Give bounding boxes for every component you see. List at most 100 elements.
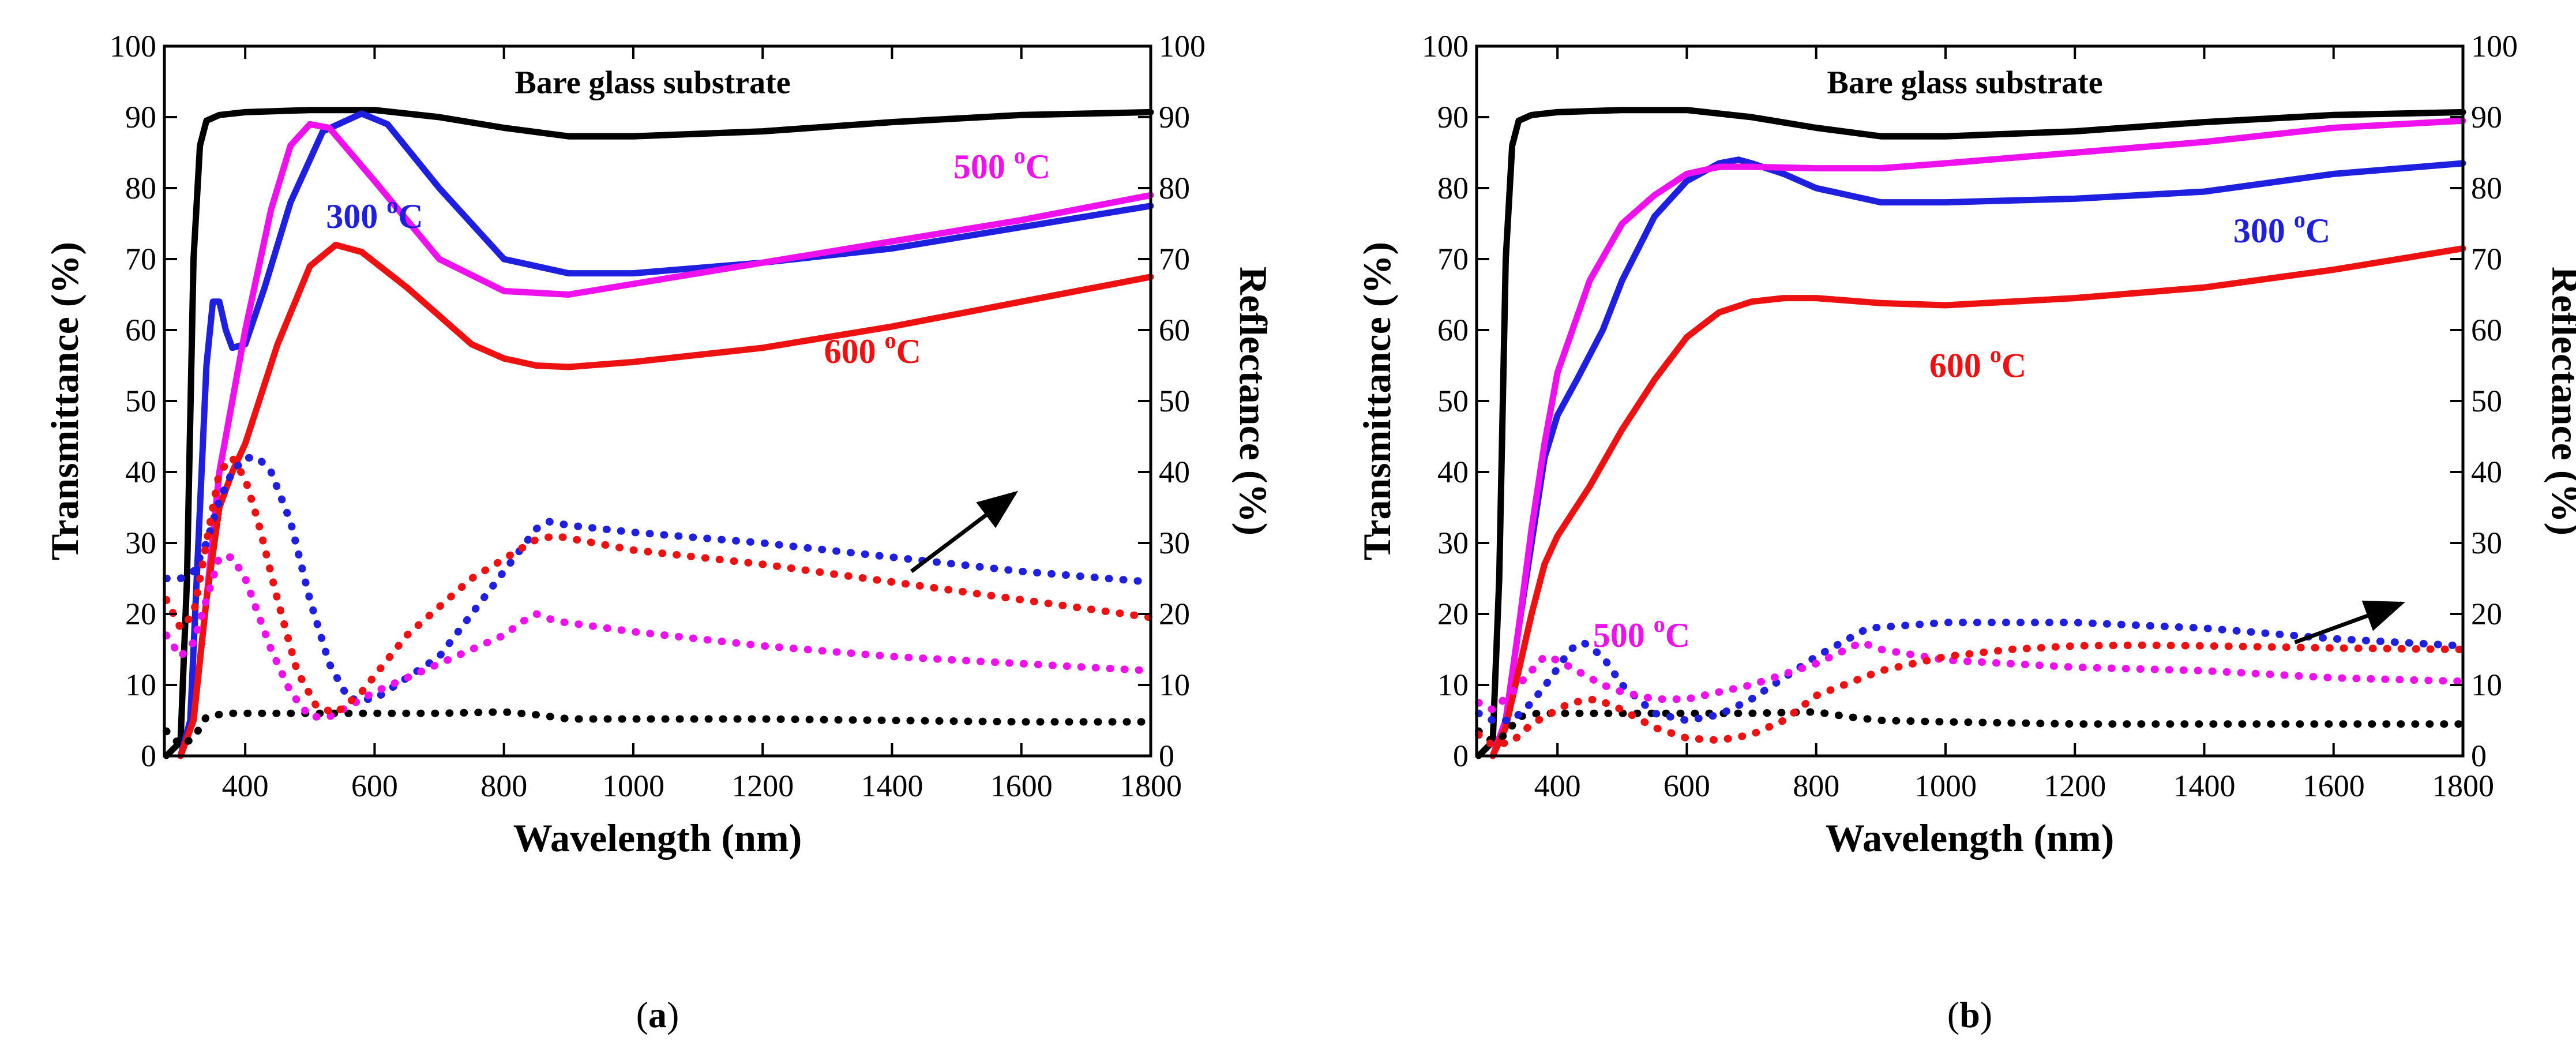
- annotation-500c: 500 oC: [953, 143, 1050, 186]
- series-600-oc-t: [1489, 245, 2466, 759]
- x-tick-label: 1200: [731, 769, 794, 803]
- series-bare-glass-substrate-r: [162, 708, 1155, 749]
- y-axis-label-right: Reflectance (%): [2544, 267, 2576, 535]
- annotation-value: 500: [953, 148, 1014, 186]
- series-500-oc-t: [177, 121, 1154, 759]
- x-tick-label: 600: [1663, 769, 1710, 803]
- arrow-pointer: [2294, 600, 2406, 645]
- y-tick-label-left: 20: [125, 597, 156, 631]
- x-tick-label: 800: [480, 769, 527, 803]
- annotation-value: 600: [1929, 347, 1990, 385]
- panel-caption: (b): [1947, 994, 1992, 1035]
- x-tick-label: 400: [222, 769, 269, 803]
- y-tick-label-left: 90: [125, 100, 156, 134]
- x-tick-label: 1400: [861, 769, 923, 803]
- y-tick-label-right: 30: [1159, 526, 1190, 560]
- caption-close: ): [667, 994, 679, 1035]
- y-tick-label-right: 50: [1159, 384, 1190, 418]
- annotation-unit: C: [1026, 148, 1050, 186]
- y-tick-label-left: 30: [125, 526, 156, 560]
- caption-letter: a: [648, 994, 667, 1035]
- annotation-300c: 300 oC: [2233, 207, 2330, 250]
- caption-open: (: [636, 994, 648, 1035]
- series-bare-glass-substrate-t: [1475, 107, 2466, 759]
- annotation-unit: C: [896, 332, 921, 370]
- y-axis-label-left: Transmittance (%): [1355, 242, 1399, 560]
- x-tick-label: 1600: [2303, 769, 2365, 803]
- annotation-degree: o: [386, 192, 398, 218]
- y-tick-label-right: 90: [2471, 100, 2502, 134]
- caption-letter: b: [1959, 994, 1980, 1035]
- x-axis-label: Wavelength (nm): [513, 816, 802, 860]
- x-tick-label: 800: [1793, 769, 1839, 803]
- y-tick-label-left: 30: [1437, 526, 1469, 560]
- y-tick-label-right: 20: [2471, 597, 2502, 631]
- x-tick-label: 1200: [2044, 769, 2106, 803]
- x-tick-label: 1800: [2432, 769, 2494, 803]
- y-tick-label-left: 90: [1437, 100, 1469, 134]
- y-tick-label-right: 90: [1159, 100, 1190, 134]
- y-tick-label-right: 20: [1159, 597, 1190, 631]
- y-tick-label-right: 80: [2471, 171, 2502, 205]
- y-tick-label-left: 40: [125, 455, 156, 489]
- y-tick-label-left: 0: [1453, 739, 1469, 773]
- caption-close: ): [1980, 994, 1992, 1035]
- y-tick-label-left: 40: [1437, 455, 1469, 489]
- series-500-oc-r: [162, 553, 1155, 721]
- y-tick-label-left: 70: [1437, 242, 1469, 276]
- y-tick-label-right: 60: [1159, 313, 1190, 347]
- series-600-oc-r: [162, 454, 1155, 717]
- annotation-300c: 300 oC: [326, 192, 423, 235]
- series-300-oc-r: [1474, 619, 2467, 724]
- annotation-bare-glass: Bare glass substrate: [1827, 65, 2103, 101]
- annotation-degree: o: [1990, 342, 2002, 368]
- annotation-500c: 500 oC: [1593, 611, 1690, 654]
- y-tick-label-left: 60: [1437, 313, 1469, 347]
- annotation-600c: 600 oC: [1929, 342, 2026, 385]
- y-tick-label-left: 100: [1422, 29, 1469, 63]
- y-tick-label-right: 10: [2471, 668, 2502, 702]
- annotation-degree: o: [885, 327, 896, 353]
- x-tick-label: 1400: [2173, 769, 2235, 803]
- y-tick-label-left: 50: [125, 384, 156, 418]
- annotation-bare-glass: Bare glass substrate: [515, 65, 791, 101]
- annotation-degree: o: [2294, 207, 2305, 233]
- y-tick-label-right: 40: [1159, 455, 1190, 489]
- x-tick-label: 600: [351, 769, 398, 803]
- y-tick-label-right: 10: [1159, 668, 1190, 702]
- y-axis-label-left: Transmittance (%): [43, 242, 87, 560]
- y-tick-label-left: 100: [110, 29, 156, 63]
- panel-caption: (a): [636, 994, 679, 1035]
- series-500-oc-t: [1489, 117, 2466, 759]
- x-axis-label: Wavelength (nm): [1826, 816, 2115, 860]
- x-tick-label: 400: [1534, 769, 1581, 803]
- y-tick-label-left: 10: [1437, 668, 1469, 702]
- series-600-oc-t: [177, 241, 1154, 759]
- annotation-value: 300: [2233, 212, 2294, 250]
- y-tick-label-right: 0: [1159, 739, 1174, 773]
- annotation-unit: C: [2002, 347, 2026, 385]
- y-tick-label-left: 20: [1437, 597, 1469, 631]
- series-300-oc-t: [177, 110, 1154, 759]
- arrow-pointer: [910, 490, 1019, 573]
- series-600-oc-r: [1474, 641, 2467, 749]
- y-tick-label-right: 50: [2471, 384, 2502, 418]
- y-tick-label-left: 80: [1437, 171, 1469, 205]
- x-tick-label: 1000: [602, 769, 664, 803]
- y-tick-label-left: 70: [125, 242, 156, 276]
- annotation-degree: o: [1014, 143, 1026, 168]
- y-tick-label-right: 100: [2471, 29, 2518, 63]
- x-tick-label: 1000: [1914, 769, 1977, 803]
- annotation-600c: 600 oC: [824, 327, 921, 370]
- y-tick-label-left: 50: [1437, 384, 1469, 418]
- y-tick-label-right: 80: [1159, 171, 1190, 205]
- y-tick-label-right: 70: [2471, 242, 2502, 276]
- y-tick-label-left: 10: [125, 668, 156, 702]
- x-tick-label: 1600: [990, 769, 1053, 803]
- annotation-unit: C: [1665, 616, 1690, 654]
- x-tick-label: 1800: [1120, 769, 1182, 803]
- series-500-oc-r: [1474, 638, 2467, 714]
- annotation-degree: o: [1654, 611, 1665, 637]
- y-tick-label-right: 60: [2471, 313, 2502, 347]
